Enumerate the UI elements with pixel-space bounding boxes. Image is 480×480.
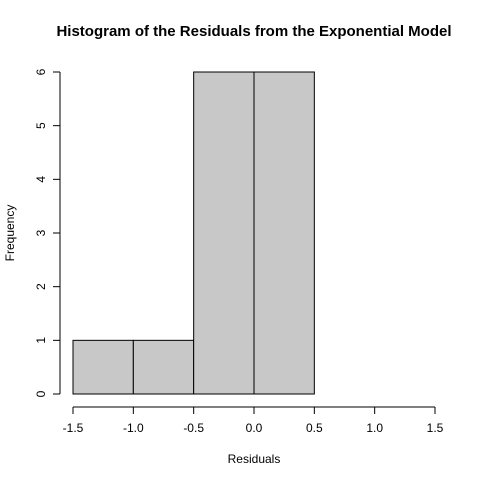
bars-group <box>72 71 315 395</box>
histogram-bar <box>72 339 134 395</box>
y-tick-label: 4 <box>34 176 48 183</box>
x-tick-label: -1.5 <box>63 421 84 435</box>
x-tick-label: 0.5 <box>306 421 323 435</box>
y-axis-label: Frequency <box>3 205 17 262</box>
x-tick-label: -1.0 <box>123 421 144 435</box>
y-tick-label: 2 <box>34 283 48 290</box>
chart-title: Histogram of the Residuals from the Expo… <box>56 23 451 40</box>
x-tick-label: -0.5 <box>183 421 204 435</box>
x-tick-label: 1.0 <box>366 421 383 435</box>
y-tick-label: 0 <box>34 390 48 397</box>
x-axis-label: Residuals <box>228 452 281 466</box>
x-tick-label: 1.5 <box>427 421 444 435</box>
y-tick-label: 3 <box>34 229 48 236</box>
y-axis: 0 1 2 3 4 5 6 <box>34 68 61 397</box>
x-axis: -1.5 -1.0 -0.5 0.0 0.5 1.0 1.5 <box>63 406 444 435</box>
histogram-bar <box>253 71 315 395</box>
y-tick-label: 1 <box>34 337 48 344</box>
histogram-bar <box>132 339 195 395</box>
histogram-bar <box>193 71 255 395</box>
y-tick-label: 6 <box>34 68 48 75</box>
x-tick-label: 0.0 <box>246 421 263 435</box>
y-tick-label: 5 <box>34 122 48 129</box>
